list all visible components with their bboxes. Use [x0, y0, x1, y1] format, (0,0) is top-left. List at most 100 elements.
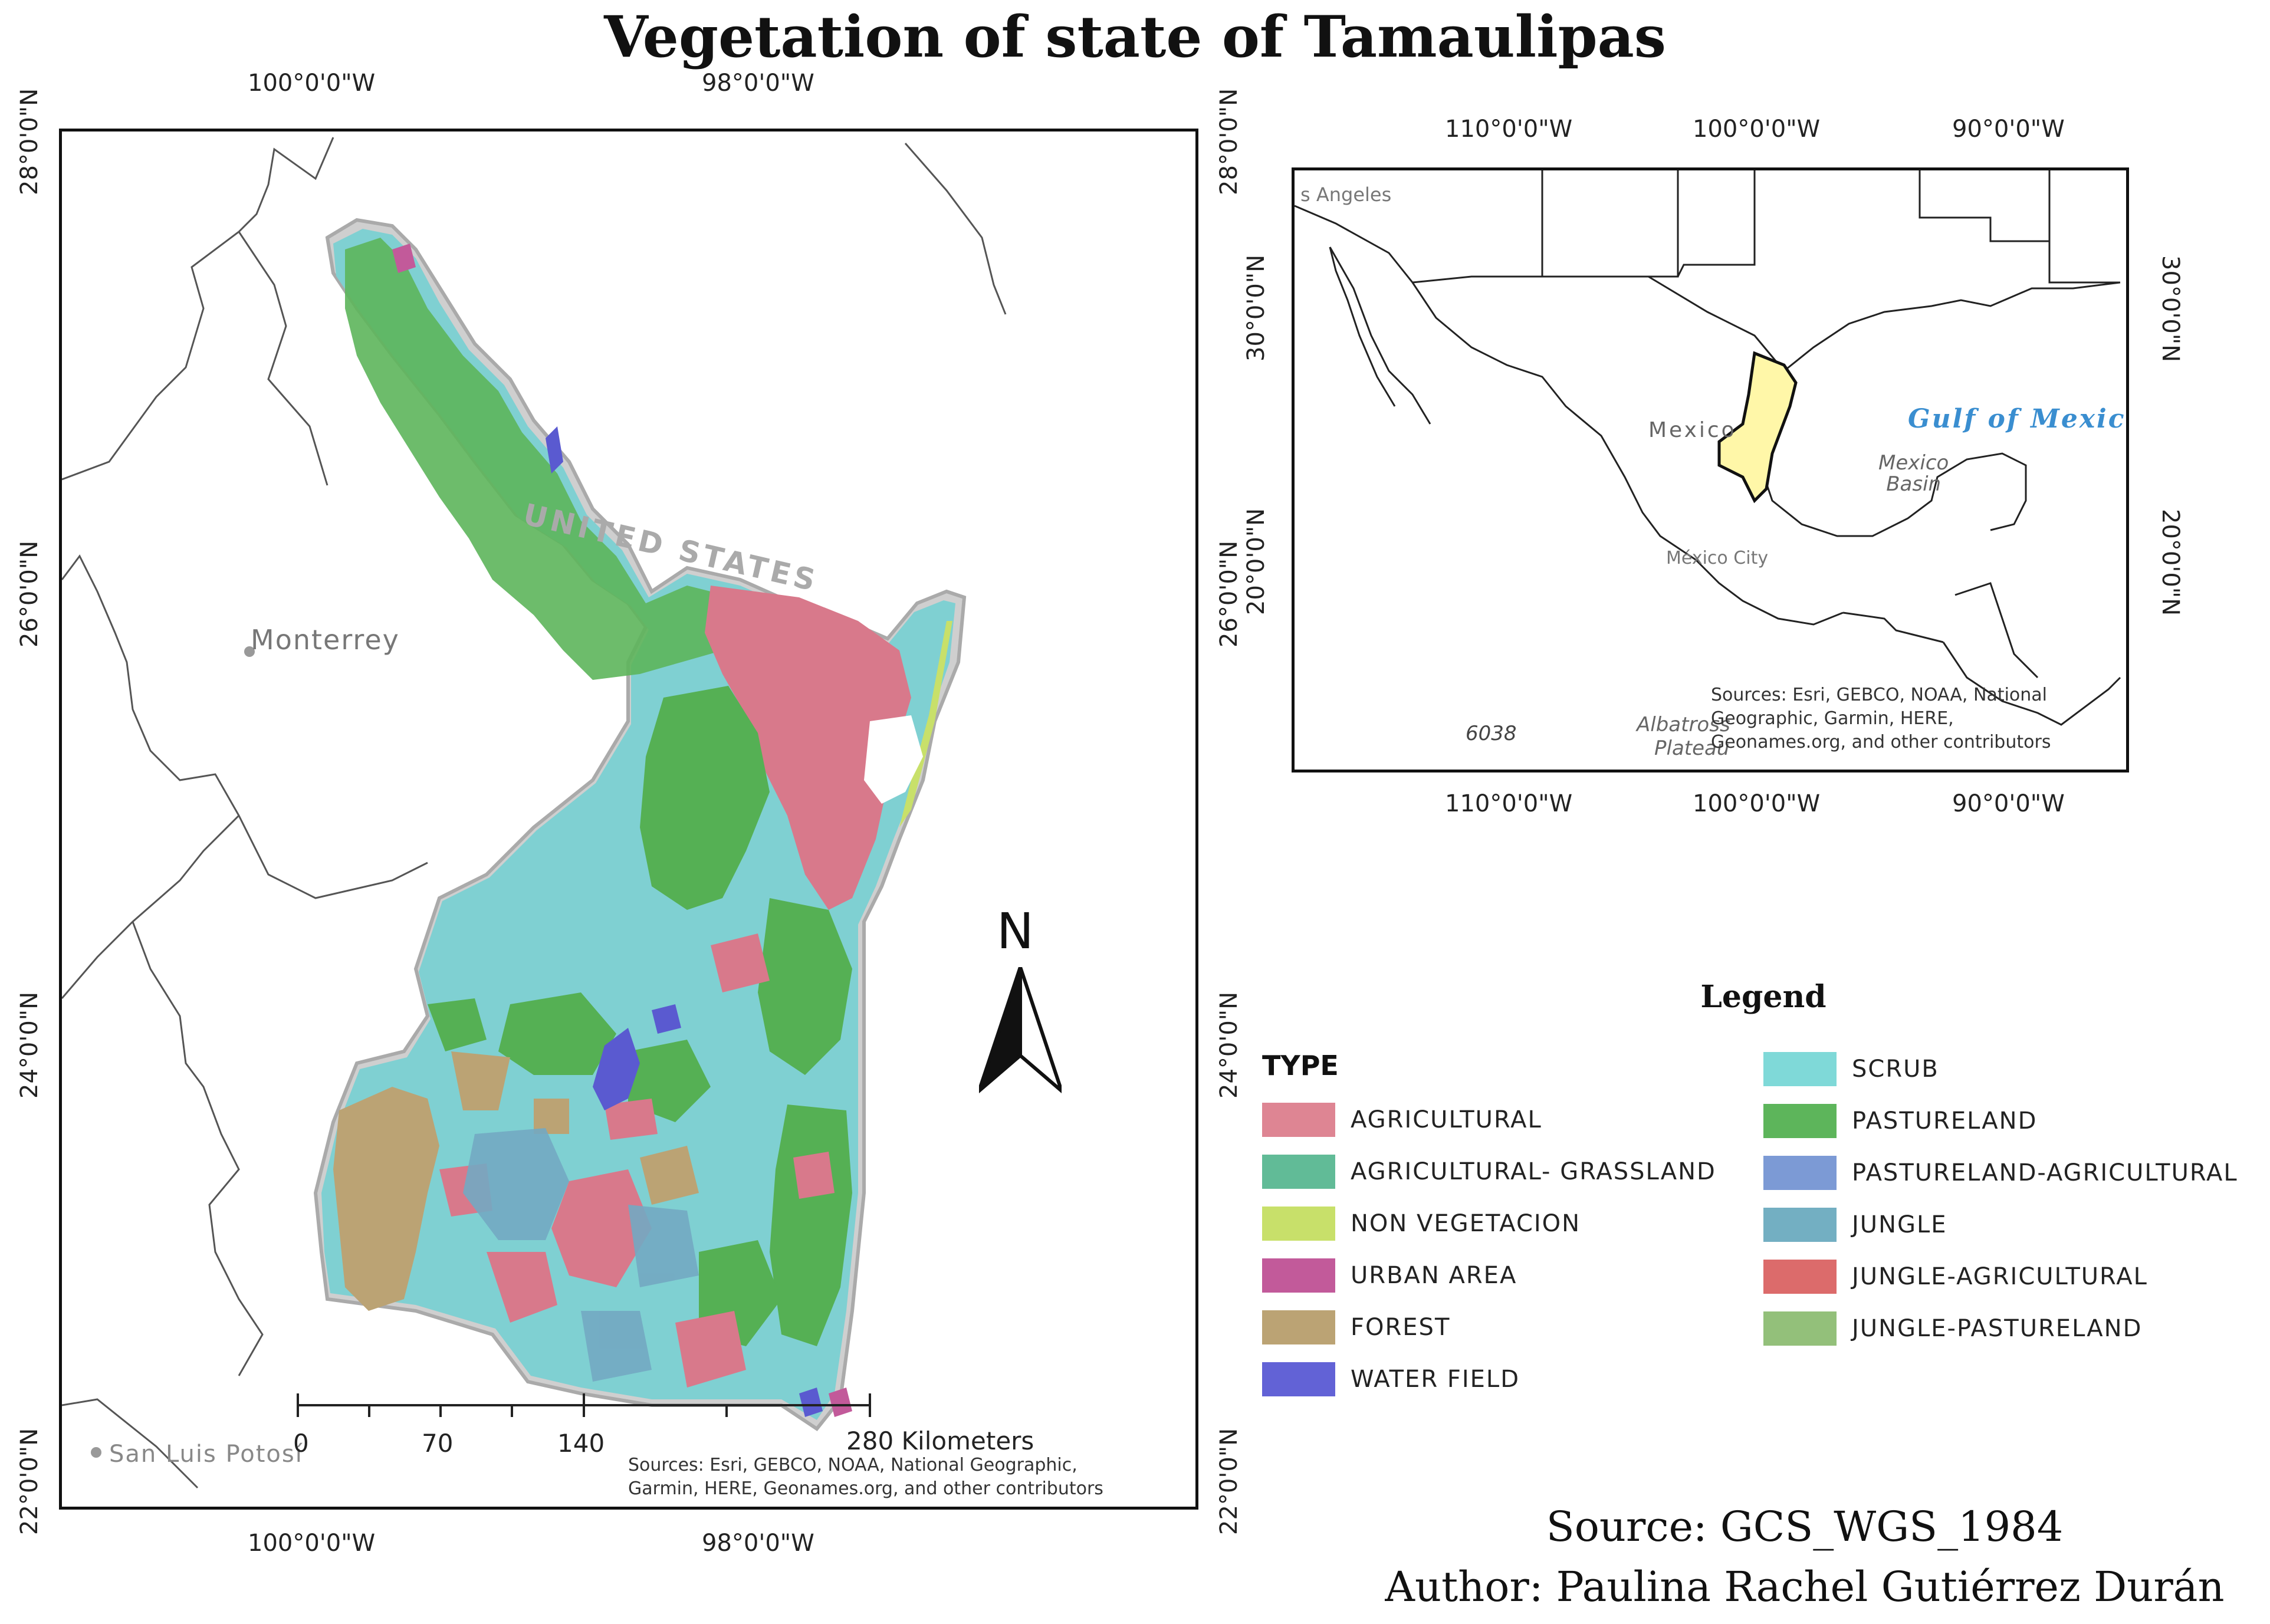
main-left-tick-26n: 26°0'0"N: [16, 540, 43, 647]
map-title: Vegetation of state of Tamaulipas: [604, 4, 1666, 70]
legend-item-urban-area: URBAN AREA: [1262, 1257, 1517, 1294]
depth-label: 6038: [1466, 722, 1517, 745]
plateau-line-2: Plateau: [1654, 737, 1730, 760]
tamaulipas-highlight: [1717, 351, 1798, 504]
inset-bottom-tick-100w: 100°0'0"W: [1693, 790, 1821, 817]
legend-item-water-field: WATER FIELD: [1262, 1361, 1520, 1398]
legend-swatch: [1763, 1208, 1837, 1242]
inset-bottom-tick-110w: 110°0'0"W: [1445, 790, 1573, 817]
scale-bar: [297, 1393, 871, 1417]
inset-top-tick-90w: 90°0'0"W: [1952, 116, 2065, 143]
main-left-tick-24n: 24°0'0"N: [16, 991, 43, 1099]
legend-swatch: [1763, 1156, 1837, 1190]
main-left-tick-28n: 28°0'0"N: [16, 88, 43, 195]
san-luis-potosi-label: San Luis Potosí: [109, 1441, 303, 1468]
inset-credits-line-3: Geonames.org, and other contributors: [1711, 732, 2051, 752]
legend-swatch: [1262, 1207, 1335, 1241]
legend-swatch: [1763, 1052, 1837, 1086]
scale-label-70: 70: [422, 1429, 454, 1458]
lagoon: [864, 715, 923, 804]
water-bodies: [546, 426, 823, 1417]
main-bottom-tick-98w: 98°0'0"W: [702, 1530, 814, 1557]
author-text: Author: Paulina Rachel Gutiérrez Durán: [1385, 1563, 2225, 1611]
inset-credits-line-2: Geographic, Garmin, HERE,: [1711, 708, 1954, 729]
monterrey-dot: [244, 646, 255, 657]
main-right-tick-22n: 22°0'0"N: [1216, 1428, 1243, 1535]
main-map-credits: Sources: Esri, GEBCO, NOAA, National Geo…: [628, 1454, 1188, 1501]
main-right-tick-24n: 24°0'0"N: [1216, 991, 1243, 1099]
monterrey-label: Monterrey: [251, 624, 400, 656]
inset-top-tick-110w: 110°0'0"W: [1445, 116, 1573, 143]
legend-label: URBAN AREA: [1351, 1262, 1517, 1289]
scale-label-140: 140: [557, 1429, 605, 1458]
mexico-basin-label: Mexico Basin: [1878, 452, 1949, 495]
inset-credits-line-1: Sources: Esri, GEBCO, NOAA, National: [1711, 685, 2048, 705]
legend-swatch: [1763, 1104, 1837, 1138]
legend-label: NON VEGETACION: [1351, 1210, 1581, 1237]
mexico-basin-line-1: Mexico: [1878, 451, 1949, 475]
scale-label-280: 280 Kilometers: [846, 1426, 1034, 1455]
albatross-plateau-label: Albatross Plateau: [1637, 713, 1730, 760]
inset-boundaries: [1295, 170, 2121, 726]
legend-item-pastureland-agricultural: PASTURELAND-AGRICULTURAL: [1763, 1155, 2238, 1191]
main-bottom-tick-100w: 100°0'0"W: [248, 1530, 376, 1557]
state-boundaries: [62, 137, 1007, 1489]
legend-item-jungle: JUNGLE: [1763, 1207, 1947, 1243]
legend-item-agricultural-grassland: AGRICULTURAL- GRASSLAND: [1262, 1153, 1716, 1190]
gulf-of-mexico-label: Gulf of Mexico: [1908, 404, 2129, 434]
inset-left-tick-20n: 20°0'0"N: [1243, 508, 1270, 615]
legend-label: PASTURELAND-AGRICULTURAL: [1852, 1159, 2238, 1186]
inset-right-tick-20n: 20°0'0"N: [2157, 509, 2184, 616]
urban-areas: [392, 244, 852, 1417]
main-top-tick-98w: 98°0'0"W: [702, 70, 814, 97]
mexico-label: Mexico: [1648, 418, 1737, 442]
main-left-tick-22n: 22°0'0"N: [16, 1428, 43, 1535]
legend-item-jungle-pastureland: JUNGLE-PASTURELAND: [1763, 1310, 2142, 1347]
legend-type-header: TYPE: [1262, 1050, 1339, 1081]
mexico-city-label: México City: [1666, 548, 1769, 568]
legend-label: FOREST: [1351, 1314, 1451, 1341]
main-right-tick-26n: 26°0'0"N: [1216, 540, 1243, 647]
inset-right-tick-30n: 30°0'0"N: [2157, 255, 2184, 363]
legend-label: SCRUB: [1852, 1056, 1939, 1083]
inset-map-canvas: [1295, 170, 2121, 726]
forest-patches: [333, 1051, 699, 1311]
inset-left-tick-30n: 30°0'0"N: [1243, 254, 1270, 361]
legend-label: PASTURELAND: [1852, 1107, 2038, 1135]
legend-label: AGRICULTURAL- GRASSLAND: [1351, 1158, 1716, 1185]
main-map-canvas: [62, 137, 1007, 1489]
legend-item-agricultural: AGRICULTURAL: [1262, 1102, 1542, 1138]
legend-item-scrub: SCRUB: [1763, 1051, 1939, 1087]
scale-label-0: 0: [293, 1429, 309, 1458]
main-top-tick-100w: 100°0'0"W: [248, 70, 376, 97]
legend-swatch: [1262, 1103, 1335, 1137]
main-credits-line-1: Sources: Esri, GEBCO, NOAA, National Geo…: [628, 1455, 1077, 1475]
inset-top-tick-100w: 100°0'0"W: [1693, 116, 1821, 143]
san-luis-potosi-dot: [91, 1447, 101, 1458]
los-angeles-label: s Angeles: [1300, 183, 1392, 206]
legend-item-forest: FOREST: [1262, 1309, 1450, 1346]
mexico-basin-line-2: Basin: [1886, 472, 1942, 496]
plateau-line-1: Albatross: [1637, 713, 1730, 737]
pastureland-north: [345, 238, 770, 680]
legend-label: JUNGLE-AGRICULTURAL: [1852, 1263, 2148, 1290]
legend-swatch: [1262, 1310, 1335, 1344]
legend-swatch: [1262, 1362, 1335, 1396]
inset-credits: Sources: Esri, GEBCO, NOAA, National Geo…: [1711, 683, 2051, 754]
main-right-tick-28n: 28°0'0"N: [1216, 88, 1243, 195]
agricultural-northeast: [705, 586, 911, 910]
inset-map-frame[interactable]: s Angeles Mexico Gulf of Mexico Mexico B…: [1292, 167, 2129, 772]
legend-swatch: [1262, 1155, 1335, 1189]
legend-swatch: [1763, 1311, 1837, 1346]
legend-swatch: [1262, 1258, 1335, 1293]
main-credits-line-2: Garmin, HERE, Geonames.org, and other co…: [628, 1478, 1103, 1499]
jungle-patches: [463, 1128, 699, 1382]
source-text: Source: GCS_WGS_1984: [1546, 1503, 2064, 1551]
main-map-frame[interactable]: Monterrey San Luis Potosí UNITED STATES …: [59, 129, 1198, 1510]
legend-item-pastureland: PASTURELAND: [1763, 1103, 2037, 1139]
legend-label: AGRICULTURAL: [1351, 1106, 1542, 1133]
north-arrow-icon: [979, 967, 1062, 1093]
inset-bottom-tick-90w: 90°0'0"W: [1952, 790, 2065, 817]
legend-swatch: [1763, 1260, 1837, 1294]
legend-item-non-vegetacion: NON VEGETACION: [1262, 1205, 1581, 1242]
